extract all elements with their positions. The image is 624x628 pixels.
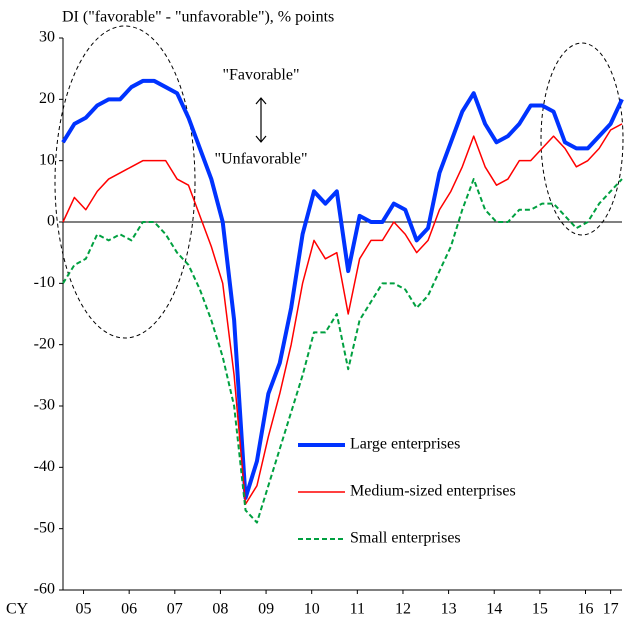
x-tick-label: 08 xyxy=(212,601,228,618)
x-axis-label: CY xyxy=(6,601,29,618)
series-line xyxy=(62,178,623,524)
y-tick-label: -50 xyxy=(34,519,55,536)
x-tick-label: 07 xyxy=(167,601,183,618)
annotation: "Favorable" xyxy=(222,67,299,84)
x-tick-label: 11 xyxy=(350,601,365,618)
y-tick-label: -40 xyxy=(34,458,55,475)
highlight-ellipse xyxy=(540,42,624,236)
annotation: "Unfavorable" xyxy=(214,151,307,168)
y-tick-label: 20 xyxy=(39,90,55,107)
x-tick-label: 17 xyxy=(603,601,619,618)
y-tick-label: 10 xyxy=(39,151,55,168)
x-tick-label: 12 xyxy=(395,601,411,618)
y-tick-label: 30 xyxy=(39,29,55,46)
highlight-ellipse xyxy=(54,25,196,339)
series-line xyxy=(62,123,623,505)
x-tick-label: 14 xyxy=(486,601,502,618)
double-arrow xyxy=(255,97,267,143)
legend-label: Large enterprises xyxy=(350,436,460,453)
x-tick-label: 09 xyxy=(258,601,274,618)
x-tick-label: 10 xyxy=(304,601,320,618)
x-tick-label: 15 xyxy=(532,601,548,618)
y-tick-label: -10 xyxy=(34,274,55,291)
x-tick-label: 06 xyxy=(121,601,137,618)
y-tick-label: 0 xyxy=(47,213,55,230)
legend-label: Medium-sized enterprises xyxy=(350,483,516,500)
x-tick-label: 05 xyxy=(76,601,92,618)
chart-title: DI ("favorable" - "unfavorable"), % poin… xyxy=(62,9,334,26)
legend-label: Small enterprises xyxy=(350,530,461,547)
y-tick-label: -20 xyxy=(34,335,55,352)
y-tick-label: -30 xyxy=(34,397,55,414)
series-line xyxy=(61,78,624,500)
y-tick-label: -60 xyxy=(34,581,55,598)
x-tick-label: 16 xyxy=(577,601,593,618)
x-tick-label: 13 xyxy=(441,601,457,618)
